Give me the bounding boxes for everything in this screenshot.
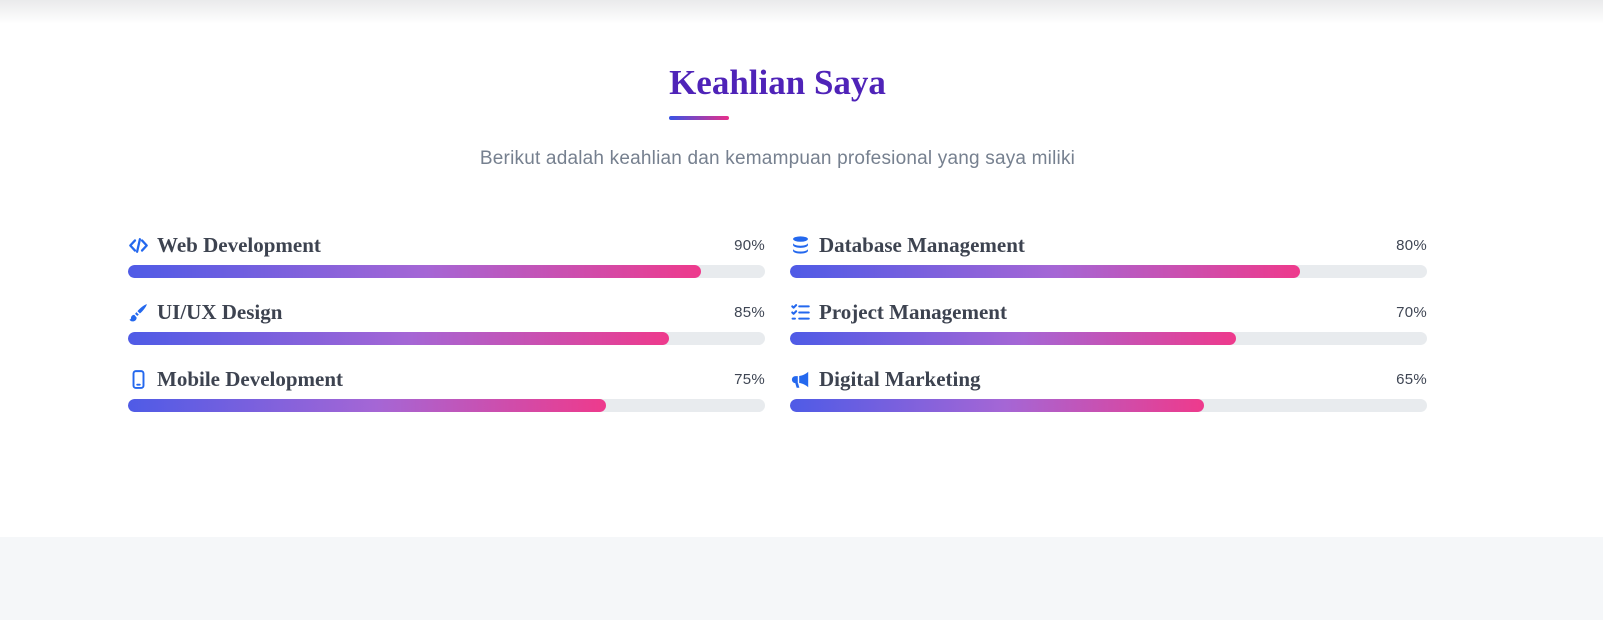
skill-title: Digital Marketing xyxy=(790,367,981,392)
skill-progress-fill xyxy=(790,332,1236,346)
skills-section: Keahlian Saya Berikut adalah keahlian da… xyxy=(0,0,1603,412)
database-icon xyxy=(790,235,811,256)
skill-progress-fill xyxy=(128,399,606,413)
skill-progress-fill xyxy=(790,265,1300,279)
skills-container: Keahlian Saya Berikut adalah keahlian da… xyxy=(128,63,1427,413)
skill-name: Digital Marketing xyxy=(819,366,981,391)
skill-title: Web Development xyxy=(128,233,321,258)
skill-percent: 80% xyxy=(1396,236,1427,254)
skill-progress-track xyxy=(790,399,1427,413)
skill-progress-track xyxy=(790,332,1427,346)
skill-item: Digital Marketing 65% xyxy=(790,366,1427,413)
skill-title: Mobile Development xyxy=(128,367,343,392)
skill-title: UI/UX Design xyxy=(128,300,282,325)
skill-progress-track xyxy=(790,265,1427,279)
skill-header: Database Management 80% xyxy=(790,232,1427,258)
tasks-icon xyxy=(790,302,811,323)
skill-progress-track xyxy=(128,332,765,346)
skill-percent: 70% xyxy=(1396,303,1427,321)
skill-item: Database Management 80% xyxy=(790,232,1427,279)
skill-progress-fill xyxy=(790,399,1205,413)
skill-percent: 90% xyxy=(734,236,765,254)
skill-progress-fill xyxy=(128,265,702,279)
skill-item: Mobile Development 75% xyxy=(128,366,765,413)
skill-header: Mobile Development 75% xyxy=(128,366,765,392)
skill-progress-track xyxy=(128,399,765,413)
skills-grid: Web Development 90% UI/UX Design 85% Mob… xyxy=(128,232,1427,413)
code-icon xyxy=(128,235,149,256)
skill-item: Project Management 70% xyxy=(790,299,1427,346)
mobile-icon xyxy=(128,369,149,390)
skill-progress-fill xyxy=(128,332,670,346)
paint-brush-icon xyxy=(128,302,149,323)
skill-title: Project Management xyxy=(790,300,1007,325)
skill-percent: 65% xyxy=(1396,370,1427,388)
footer xyxy=(0,537,1603,620)
skill-name: Web Development xyxy=(157,232,321,257)
section-subtitle: Berikut adalah keahlian dan kemampuan pr… xyxy=(479,147,1076,169)
skill-name: UI/UX Design xyxy=(157,299,283,324)
skill-item: Web Development 90% xyxy=(128,232,765,279)
skill-header: Web Development 90% xyxy=(128,232,765,258)
skill-header: Digital Marketing 65% xyxy=(790,366,1427,392)
skill-percent: 85% xyxy=(734,303,765,321)
skill-header: UI/UX Design 85% xyxy=(128,299,765,325)
skill-name: Mobile Development xyxy=(157,366,344,391)
skill-name: Database Management xyxy=(819,232,1025,257)
section-head: Keahlian Saya Berikut adalah keahlian da… xyxy=(128,63,1427,172)
skill-title: Database Management xyxy=(790,233,1025,258)
skill-header: Project Management 70% xyxy=(790,299,1427,325)
skill-progress-track xyxy=(128,265,765,279)
megaphone-icon xyxy=(790,369,811,390)
skill-item: UI/UX Design 85% xyxy=(128,299,765,346)
skill-name: Project Management xyxy=(819,299,1007,324)
section-title: Keahlian Saya xyxy=(669,63,886,120)
skill-percent: 75% xyxy=(734,370,765,388)
